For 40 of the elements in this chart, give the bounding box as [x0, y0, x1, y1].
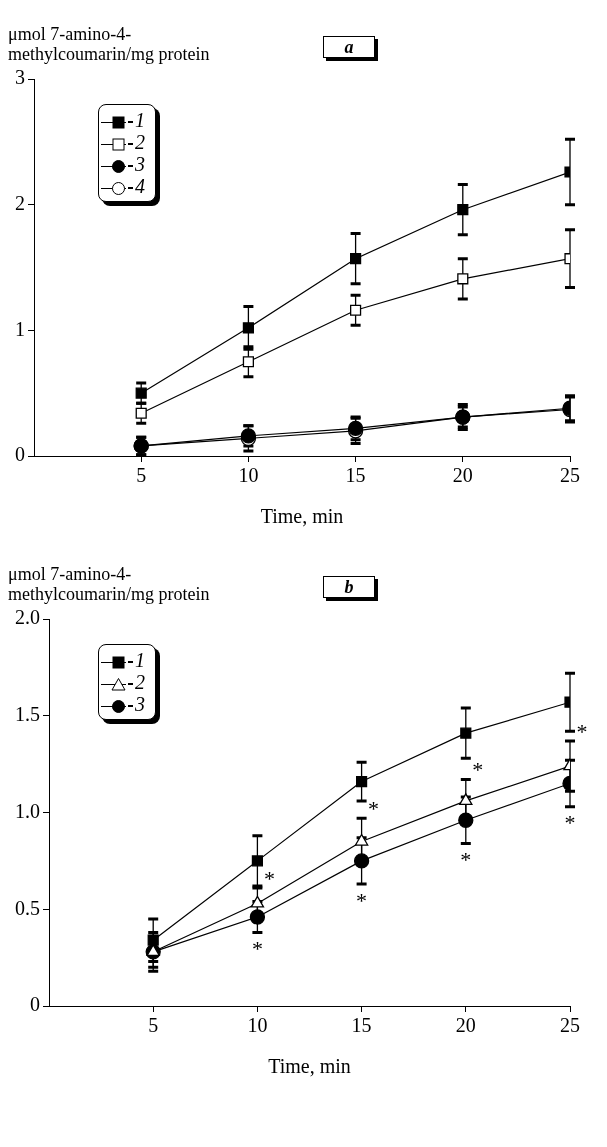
x-tick-label: 5 [148, 1014, 159, 1037]
x-tick-label: 5 [136, 464, 147, 487]
annotation: * [263, 865, 275, 891]
y-tick-label: 2 [15, 191, 25, 214]
legend-label: 3 [135, 153, 145, 175]
y-tick-label: 1.0 [15, 799, 40, 822]
x-tick-label: 25 [560, 1014, 580, 1037]
x-axis-title: Time, min [268, 1055, 351, 1078]
y-tick-label: 3 [15, 66, 25, 89]
annotation: * [472, 757, 484, 783]
x-tick-label: 25 [560, 464, 580, 487]
y-tick-label: 2.0 [15, 606, 40, 629]
annotation: * [564, 810, 576, 836]
x-axis-title: Time, min [260, 505, 344, 528]
y-tick-label: 1.5 [15, 703, 40, 725]
chart-title: a [323, 36, 375, 58]
annotation: * [368, 796, 380, 822]
legend-label: 3 [135, 693, 145, 715]
y-tick-label: 0 [15, 443, 25, 466]
legend-label: 1 [135, 109, 145, 131]
y-tick-label: 0.5 [15, 896, 40, 919]
x-tick-label: 15 [345, 464, 366, 487]
annotation: * [460, 847, 472, 873]
y-axis-title: μmol 7-amino-4-methylcoumarin/mg protein [8, 564, 211, 604]
y-tick-label: 1 [15, 317, 25, 340]
legend-label: 2 [135, 131, 145, 153]
x-tick-label: 10 [247, 1014, 268, 1037]
chart-title: b [323, 576, 375, 598]
x-tick-label: 15 [351, 1014, 372, 1037]
y-axis-title: μmol 7-amino-4-methylcoumarin/mg protein [8, 24, 211, 64]
legend-label: 1 [135, 649, 145, 671]
x-tick-label: 20 [452, 464, 473, 487]
y-tick-label: 0 [30, 993, 40, 1016]
annotation: * [356, 887, 368, 913]
legend-label: 2 [135, 671, 145, 693]
x-tick-label: 10 [238, 464, 259, 487]
x-tick-label: 20 [455, 1014, 476, 1037]
legend-label: 4 [135, 175, 145, 197]
annotation: * [251, 936, 263, 962]
annotation: * [576, 718, 588, 744]
